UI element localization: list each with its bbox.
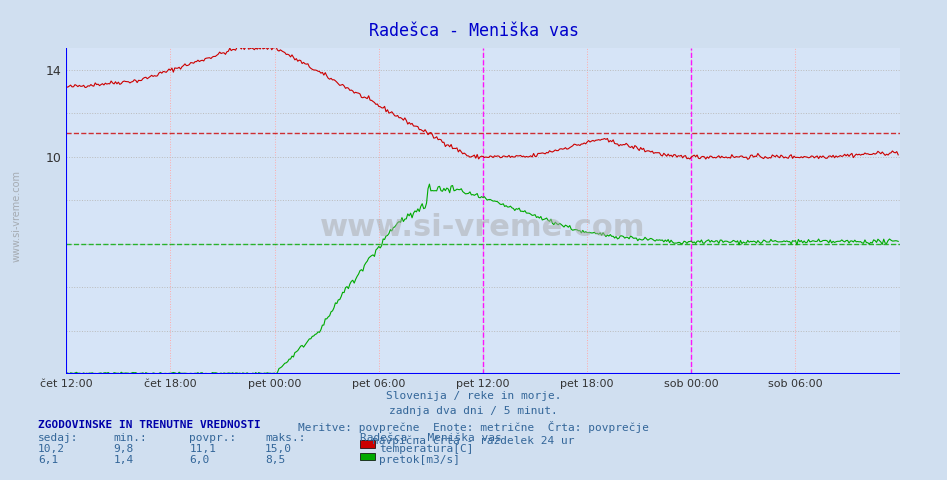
Text: navpična črta - razdelek 24 ur: navpična črta - razdelek 24 ur xyxy=(372,436,575,446)
Text: 15,0: 15,0 xyxy=(265,444,293,454)
Text: Meritve: povprečne  Enote: metrične  Črta: povprečje: Meritve: povprečne Enote: metrične Črta:… xyxy=(298,421,649,433)
Text: temperatura[C]: temperatura[C] xyxy=(379,444,474,454)
Text: min.:: min.: xyxy=(114,433,148,443)
Text: 10,2: 10,2 xyxy=(38,444,65,454)
Text: 1,4: 1,4 xyxy=(114,455,134,465)
Text: povpr.:: povpr.: xyxy=(189,433,237,443)
Text: maks.:: maks.: xyxy=(265,433,306,443)
Text: ZGODOVINSKE IN TRENUTNE VREDNOSTI: ZGODOVINSKE IN TRENUTNE VREDNOSTI xyxy=(38,420,260,430)
Text: Slovenija / reke in morje.: Slovenija / reke in morje. xyxy=(385,391,562,401)
Text: 6,0: 6,0 xyxy=(189,455,209,465)
Text: www.si-vreme.com: www.si-vreme.com xyxy=(11,170,22,262)
Text: pretok[m3/s]: pretok[m3/s] xyxy=(379,455,460,465)
Text: Radešca - Meniška vas: Radešca - Meniška vas xyxy=(368,22,579,40)
Text: 8,5: 8,5 xyxy=(265,455,285,465)
Text: 11,1: 11,1 xyxy=(189,444,217,454)
Text: 9,8: 9,8 xyxy=(114,444,134,454)
Text: www.si-vreme.com: www.si-vreme.com xyxy=(320,213,646,242)
Text: 6,1: 6,1 xyxy=(38,455,58,465)
Text: sedaj:: sedaj: xyxy=(38,433,79,443)
Text: zadnja dva dni / 5 minut.: zadnja dva dni / 5 minut. xyxy=(389,406,558,416)
Text: Radešca - Meniška vas: Radešca - Meniška vas xyxy=(360,433,502,443)
